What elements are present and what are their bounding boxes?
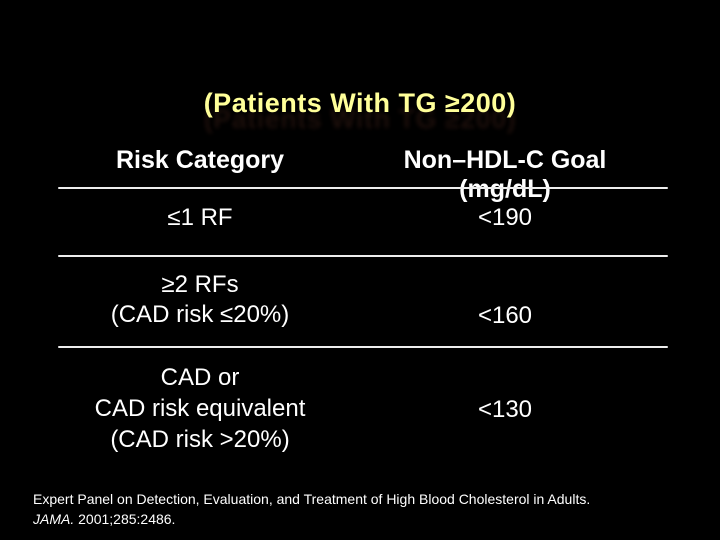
citation: Expert Panel on Detection, Evaluation, a… xyxy=(33,489,653,529)
table-row-goal: <190 xyxy=(477,204,533,231)
row-divider-rule xyxy=(58,255,668,257)
table-row-category: CAD or CAD risk equivalent (CAD risk >20… xyxy=(30,362,370,455)
slide-title: (Patients With TG ≥200) xyxy=(203,88,517,118)
category-line: CAD or xyxy=(160,364,240,391)
header-divider-rule xyxy=(58,187,668,189)
category-line: CAD risk equivalent xyxy=(94,395,306,422)
table-row-goal: <130 xyxy=(477,396,533,423)
category-line: (CAD risk >20%) xyxy=(110,426,290,453)
table-row-category: ≥2 RFs (CAD risk ≤20%) xyxy=(30,270,370,330)
category-line: (CAD risk ≤20%) xyxy=(110,301,290,328)
citation-reference: 2001;285:2486. xyxy=(78,511,176,527)
column-header-goal: Non–HDL-C Goal (mg/dL) xyxy=(403,146,607,203)
citation-journal: JAMA. xyxy=(33,511,75,527)
table-row-category: ≤1 RF xyxy=(167,204,233,231)
row-divider-rule xyxy=(58,346,668,348)
column-header-risk-category: Risk Category xyxy=(115,146,285,174)
category-line: ≥2 RFs xyxy=(161,271,239,298)
citation-line1: Expert Panel on Detection, Evaluation, a… xyxy=(33,491,591,507)
table-row-goal: <160 xyxy=(477,302,533,329)
